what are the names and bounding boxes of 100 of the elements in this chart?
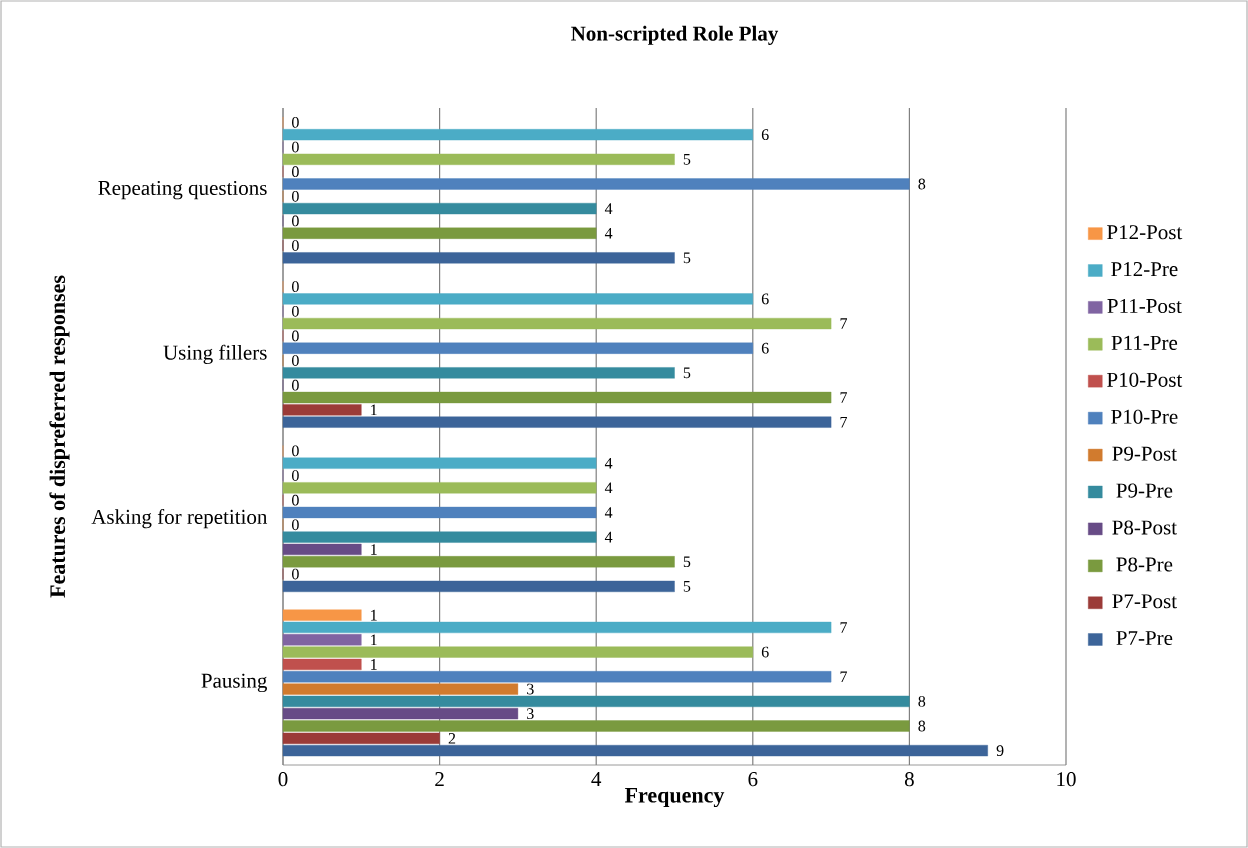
data-label: 0 <box>292 305 299 317</box>
data-label: 9 <box>996 745 1004 757</box>
legend-label: P8-Pre <box>1116 557 1173 572</box>
bar <box>282 317 832 330</box>
data-label: 0 <box>292 470 299 481</box>
data-label: 0 <box>292 190 299 202</box>
data-label: 5 <box>683 367 691 379</box>
bar <box>282 580 675 593</box>
data-label: 6 <box>761 129 769 141</box>
legend-label: P10-Post <box>1107 372 1183 387</box>
bar <box>282 658 362 671</box>
bar <box>282 153 675 165</box>
data-label: 1 <box>371 634 377 646</box>
bar <box>282 457 597 469</box>
x-axis-title: Frequency <box>624 787 725 808</box>
data-label: 8 <box>918 178 926 190</box>
chart-title: Non-scripted Role Play <box>571 25 779 45</box>
bar <box>282 683 519 695</box>
data-label: 5 <box>683 252 691 264</box>
data-label: 8 <box>918 720 926 732</box>
bar <box>282 745 988 757</box>
bar <box>282 646 753 658</box>
bar <box>282 342 753 354</box>
data-label: 2 <box>448 733 456 744</box>
data-label: 3 <box>527 708 534 720</box>
data-label: 6 <box>761 646 769 658</box>
bar <box>282 227 597 239</box>
data-label: 1 <box>371 404 377 416</box>
legend-label: P8-Post <box>1112 520 1177 535</box>
data-label: 0 <box>292 281 299 293</box>
bar <box>282 531 597 543</box>
data-label: 0 <box>292 116 299 128</box>
legend-label: P11-Pre <box>1111 335 1178 350</box>
data-label: 5 <box>683 556 691 568</box>
data-label: 0 <box>292 519 299 531</box>
legend-label: P12-Post <box>1107 225 1183 240</box>
data-label: 1 <box>371 659 377 670</box>
data-label: 0 <box>292 330 299 342</box>
data-label: 4 <box>604 482 613 494</box>
bar <box>282 482 597 494</box>
data-label: 4 <box>604 203 613 214</box>
data-label: 0 <box>292 379 299 391</box>
legend-label: P12-Pre <box>1111 262 1178 277</box>
data-label: 7 <box>840 392 848 403</box>
y-tick-label: Asking for repetition <box>91 508 268 529</box>
data-label: 0 <box>292 445 299 457</box>
x-tick-label: 4 <box>591 772 602 786</box>
x-tick-label: 0 <box>278 772 288 787</box>
data-label: 6 <box>761 342 769 354</box>
data-label: 5 <box>683 581 691 592</box>
bar <box>282 609 362 621</box>
y-tick-label: Pausing <box>201 673 267 693</box>
y-tick-label: Using fillers <box>163 344 267 365</box>
legend-label: P7-Post <box>1112 594 1177 609</box>
bar <box>282 720 910 732</box>
data-label: 4 <box>604 457 613 469</box>
bar <box>282 708 519 720</box>
data-label: 7 <box>840 416 848 428</box>
x-tick-label: 10 <box>1057 772 1076 787</box>
data-label: 0 <box>292 166 299 178</box>
bar <box>282 634 362 646</box>
data-label: 0 <box>292 215 299 227</box>
bar <box>282 695 910 707</box>
data-label: 7 <box>840 318 848 329</box>
legend-label: P9-Pre <box>1116 483 1173 498</box>
bar <box>282 621 832 634</box>
data-label: 3 <box>527 683 534 695</box>
x-tick-label: 8 <box>904 772 914 787</box>
y-tick-label: Repeating questions <box>98 180 267 200</box>
data-label: 4 <box>604 531 613 543</box>
data-label: 1 <box>371 609 377 621</box>
bar <box>282 367 675 379</box>
legend-label: P7-Pre <box>1116 631 1173 646</box>
legend-label: P10-Pre <box>1111 409 1178 424</box>
bar <box>282 293 753 305</box>
y-axis-title: Features of dispreferred responses <box>49 275 70 598</box>
bar <box>282 178 910 190</box>
data-label: 8 <box>918 695 926 707</box>
data-label: 4 <box>604 227 613 239</box>
bar <box>282 404 362 416</box>
bar <box>282 732 440 744</box>
bar <box>282 252 675 264</box>
data-label: 0 <box>292 568 299 580</box>
bar <box>282 391 832 404</box>
bar <box>282 416 832 428</box>
data-label: 7 <box>840 622 848 633</box>
data-label: 4 <box>604 507 613 518</box>
legend-label: P9-Post <box>1112 446 1177 461</box>
bar <box>282 506 597 519</box>
x-tick-label: 6 <box>748 772 758 787</box>
data-label: 6 <box>761 293 769 305</box>
bar <box>282 543 362 556</box>
bar <box>282 671 832 683</box>
data-label: 0 <box>292 494 299 506</box>
data-label: 7 <box>840 671 848 682</box>
data-label: 0 <box>292 141 299 153</box>
data-label: 0 <box>292 240 299 251</box>
data-label: 5 <box>683 154 691 165</box>
data-label: 0 <box>292 355 299 366</box>
bar <box>282 556 675 568</box>
